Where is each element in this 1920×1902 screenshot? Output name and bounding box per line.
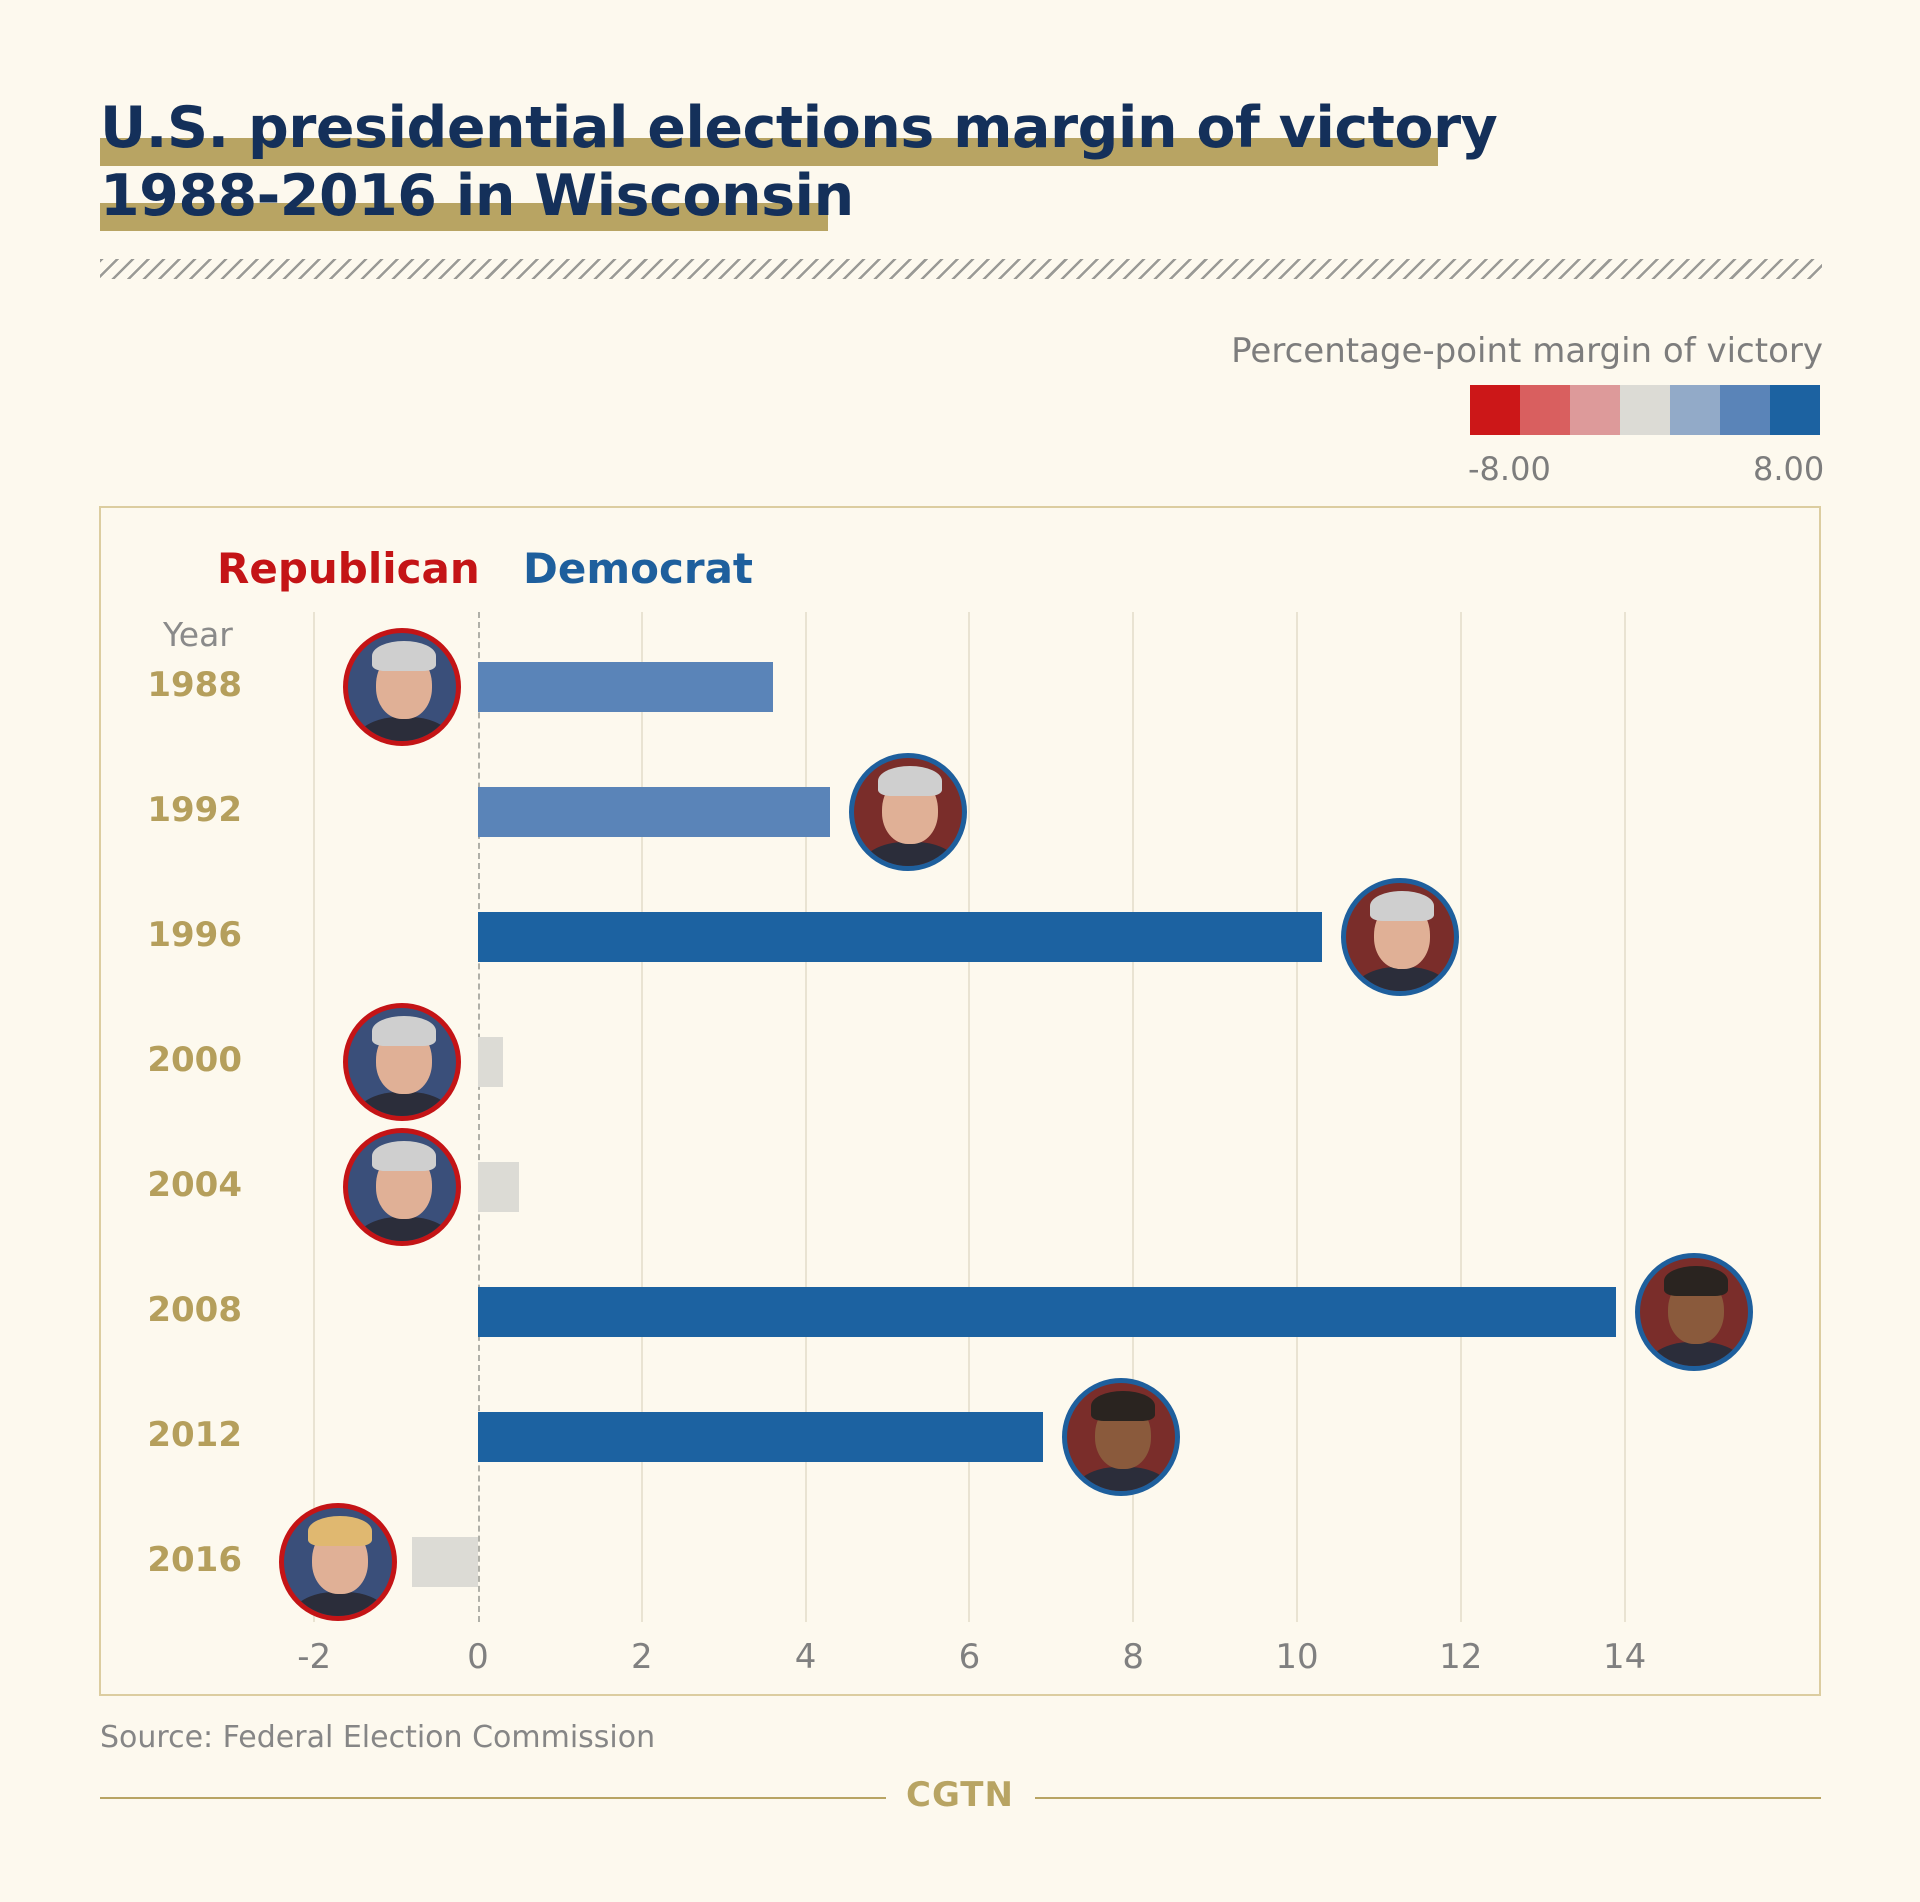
year-label: 1988 (147, 665, 242, 705)
legend-max-label: 8.00 (1753, 450, 1825, 488)
republican-label: Republican (217, 544, 480, 593)
candidate-portrait-1988 (343, 628, 461, 746)
bar-1988 (478, 662, 773, 712)
candidate-portrait-2012 (1062, 1378, 1181, 1496)
x-tick-label: 4 (794, 1637, 817, 1677)
hatched-divider (100, 259, 1822, 279)
bar-1996 (478, 912, 1322, 962)
legend-color-scale (1470, 385, 1820, 435)
legend-swatch (1470, 385, 1520, 435)
chart-title-line-2: 1988-2016 in Wisconsin (100, 163, 854, 229)
zero-line (478, 612, 480, 1622)
year-label: 2000 (147, 1040, 242, 1080)
x-tick-label: 10 (1275, 1637, 1319, 1677)
year-label: 2012 (147, 1415, 242, 1455)
x-tick-label: 12 (1439, 1637, 1483, 1677)
gridline (313, 612, 316, 1622)
candidate-portrait-1996 (1340, 878, 1459, 996)
source-note: Source: Federal Election Commission (100, 1720, 656, 1755)
x-tick-label: -2 (297, 1637, 332, 1677)
candidate-portrait-2008 (1635, 1253, 1754, 1371)
footer-line-left (100, 1797, 886, 1799)
year-label: 1992 (147, 790, 242, 830)
legend-swatch (1570, 385, 1620, 435)
footer-line-right (1035, 1797, 1821, 1799)
bar-2016 (412, 1537, 478, 1587)
gridline (640, 612, 643, 1622)
year-label: 2008 (147, 1290, 242, 1330)
x-tick-label: 8 (1122, 1637, 1144, 1677)
gridline (1623, 612, 1626, 1622)
brand-logo: CGTN (906, 1775, 1014, 1815)
year-label: 1996 (147, 915, 242, 955)
candidate-portrait-1992 (849, 753, 968, 871)
legend-min-label: -8.00 (1468, 450, 1551, 488)
bar-2008 (478, 1287, 1617, 1337)
gridline (968, 612, 971, 1622)
gridline (804, 612, 807, 1622)
x-tick-label: 0 (467, 1637, 489, 1677)
legend-swatch (1720, 385, 1770, 435)
democrat-label: Democrat (523, 544, 753, 593)
bar-1992 (478, 787, 831, 837)
legend-swatch (1620, 385, 1670, 435)
year-axis-label: Year (163, 615, 233, 654)
candidate-portrait-2000 (343, 1003, 461, 1121)
title-underline-1 (100, 138, 1438, 166)
title-underline-2 (100, 203, 828, 231)
chart-frame (99, 506, 1821, 1696)
gridline (1459, 612, 1462, 1622)
bar-2000 (478, 1037, 503, 1087)
legend-title: Percentage-point margin of victory (1231, 331, 1823, 371)
chart-title-line-1: U.S. presidential elections margin of vi… (100, 95, 1498, 161)
candidate-portrait-2004 (343, 1128, 461, 1246)
year-label: 2016 (147, 1540, 242, 1580)
year-label: 2004 (147, 1165, 242, 1205)
bar-2012 (478, 1412, 1044, 1462)
legend-swatch (1520, 385, 1570, 435)
bar-2004 (478, 1162, 519, 1212)
x-tick-label: 14 (1602, 1637, 1647, 1677)
gridline (1296, 612, 1298, 1622)
x-tick-label: 6 (958, 1637, 981, 1677)
candidate-portrait-2016 (279, 1503, 398, 1621)
legend-swatch (1770, 385, 1820, 435)
legend-swatch (1670, 385, 1720, 435)
gridline (1132, 612, 1135, 1622)
x-tick-label: 2 (630, 1637, 653, 1677)
